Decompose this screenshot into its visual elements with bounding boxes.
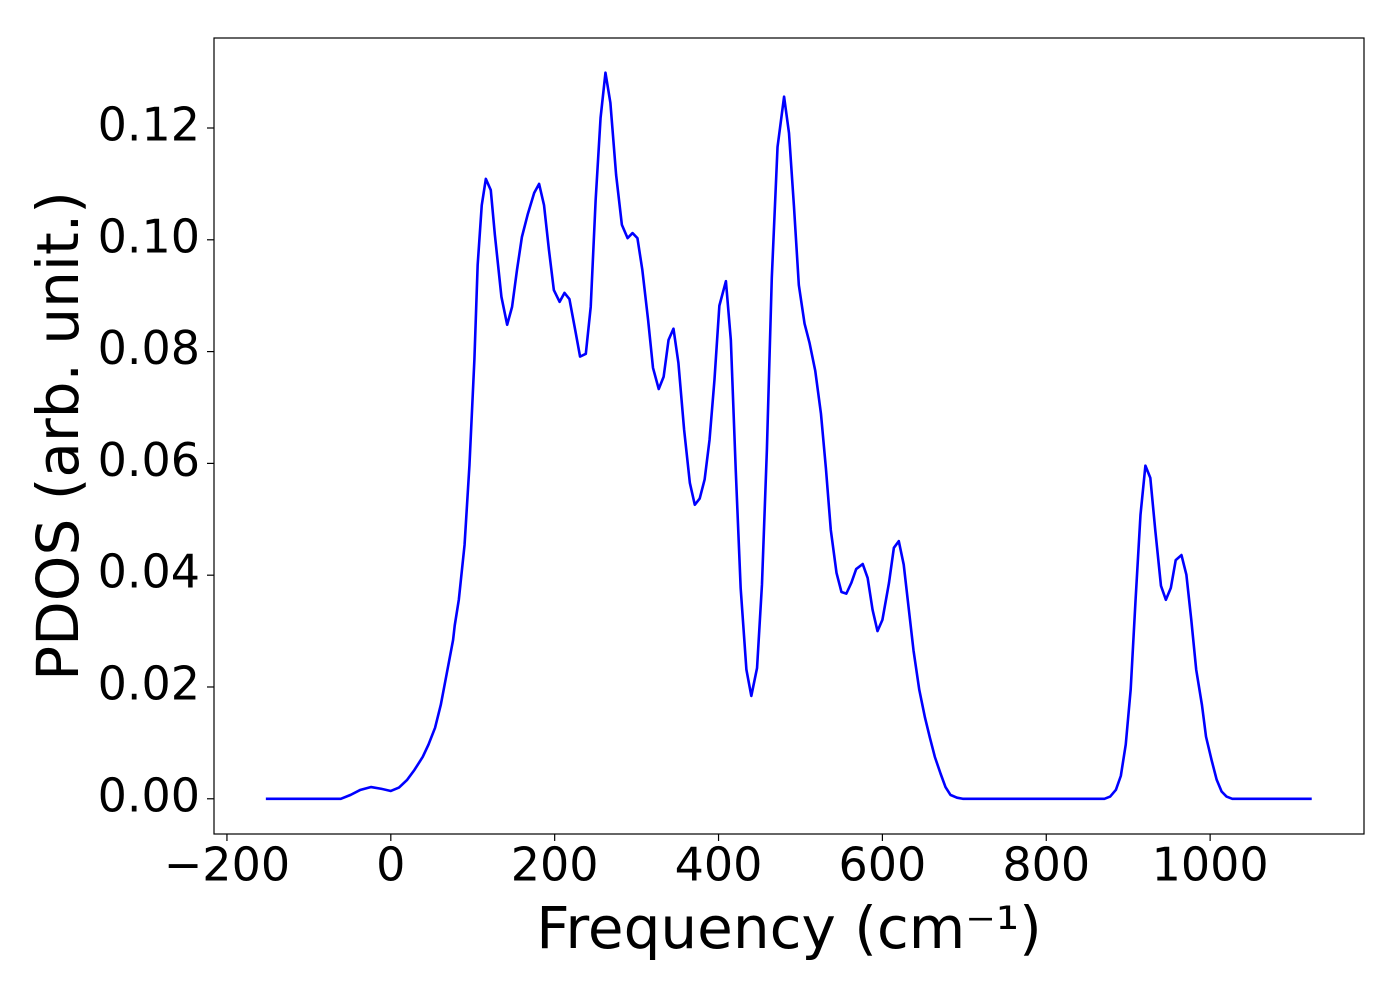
y-tick-label: 0.08 bbox=[98, 321, 200, 375]
data-line bbox=[265, 71, 1312, 801]
y-tick-label: 0.10 bbox=[98, 209, 200, 263]
x-tick-label: 200 bbox=[511, 838, 599, 892]
x-tick-label: 800 bbox=[1002, 838, 1090, 892]
y-tick-label: 0.06 bbox=[98, 433, 200, 487]
x-tick-label: 1000 bbox=[1152, 838, 1269, 892]
y-tick-label: 0.02 bbox=[98, 656, 200, 710]
y-tick-label: 0.04 bbox=[98, 545, 200, 599]
y-tick-label: 0.12 bbox=[98, 97, 200, 151]
y-tick-label: 0.00 bbox=[98, 768, 200, 822]
y-axis-label: PDOS (arb. unit.) bbox=[24, 191, 92, 681]
x-axis-label: Frequency (cm⁻¹) bbox=[536, 894, 1042, 962]
plot-frame bbox=[213, 37, 1365, 835]
x-tick-label: −200 bbox=[164, 838, 290, 892]
x-tick-label: 0 bbox=[376, 838, 405, 892]
x-tick-label: 600 bbox=[838, 838, 926, 892]
x-tick-label: 400 bbox=[675, 838, 763, 892]
